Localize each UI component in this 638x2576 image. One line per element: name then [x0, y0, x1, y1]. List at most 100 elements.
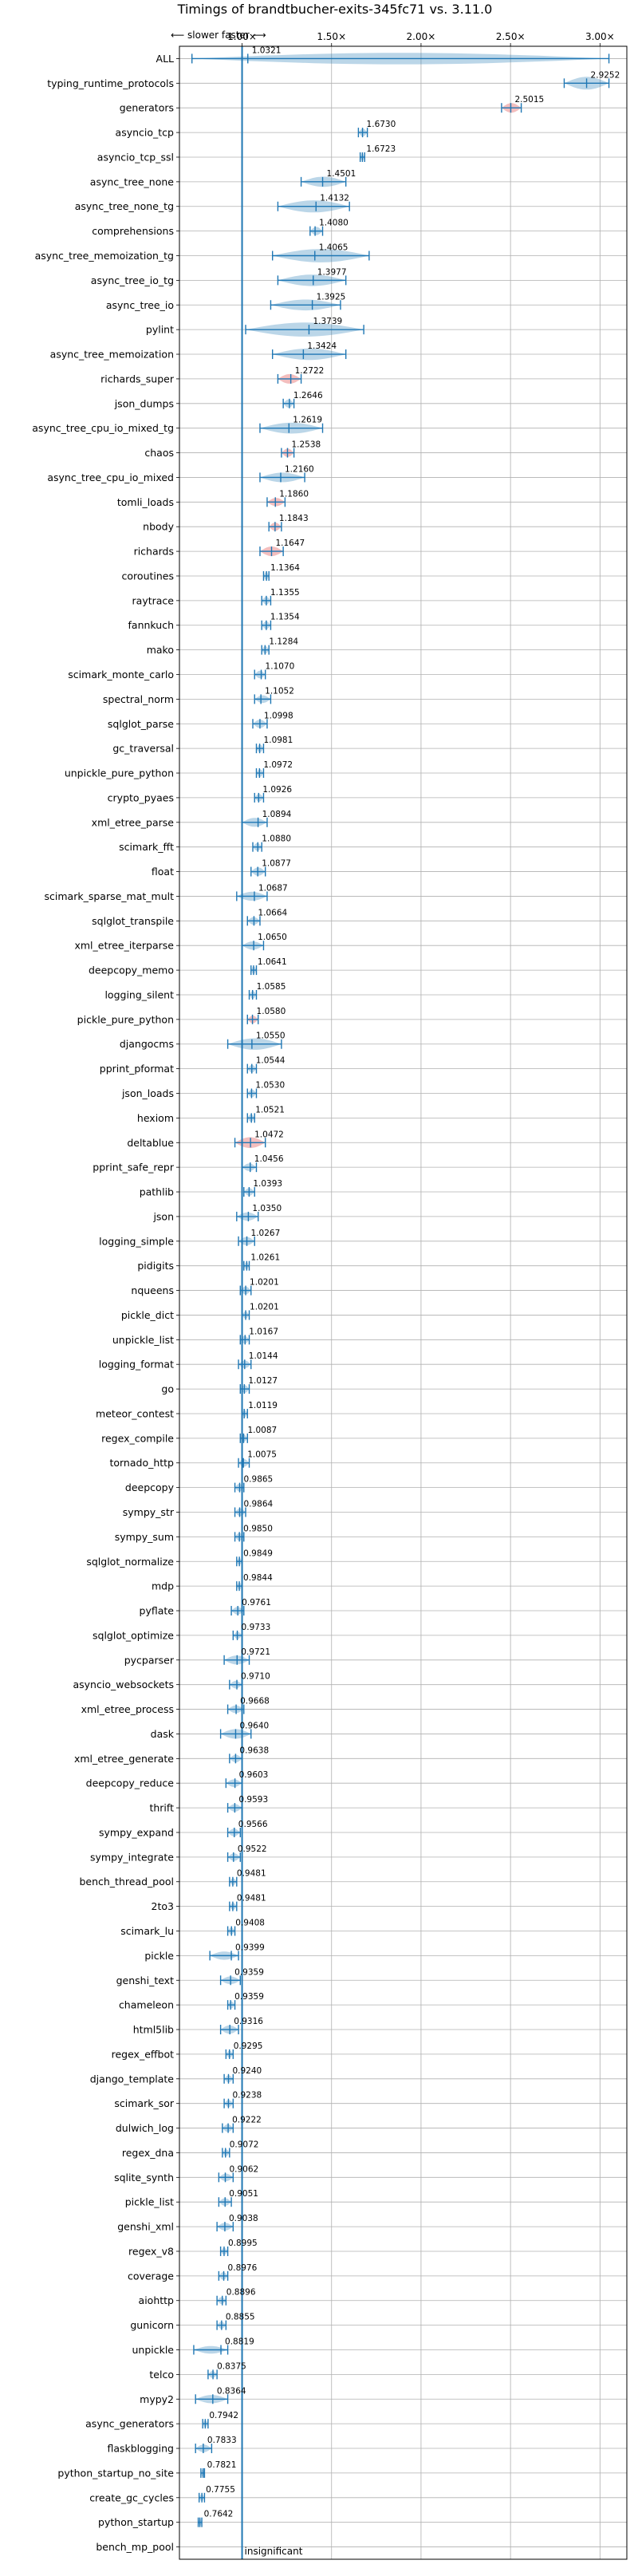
- benchmark-label: bench_thread_pool: [79, 1876, 174, 1888]
- benchmark-label: async_generators: [85, 2418, 174, 2430]
- benchmark-label: 2to3: [152, 1900, 174, 1912]
- benchmark-label: comprehensions: [92, 225, 174, 237]
- value-label: 0.7942: [209, 2411, 238, 2420]
- value-label: 1.0650: [258, 933, 287, 942]
- benchmark-label: pycparser: [124, 1654, 175, 1666]
- benchmark-label: float: [152, 866, 174, 878]
- value-label: 0.8976: [228, 2263, 258, 2273]
- value-label: 1.0167: [249, 1327, 278, 1336]
- value-label: 1.2722: [295, 366, 325, 376]
- value-label: 0.9072: [230, 2140, 259, 2149]
- benchmark-label: gc_traversal: [112, 743, 174, 755]
- value-label: 0.8375: [217, 2361, 246, 2371]
- benchmark-label: thrift: [149, 1802, 174, 1814]
- benchmark-label: xml_etree_generate: [74, 1753, 174, 1765]
- benchmark-label: nbody: [143, 521, 174, 533]
- value-label: 1.2160: [285, 464, 314, 474]
- value-label: 1.3424: [307, 341, 337, 351]
- benchmark-label: logging_format: [99, 1359, 174, 1371]
- benchmark-label: sympy_expand: [99, 1826, 174, 1838]
- benchmark-label: pylint: [146, 324, 174, 336]
- benchmark-label: logging_simple: [99, 1235, 174, 1247]
- value-label: 0.8995: [228, 2239, 258, 2248]
- benchmark-label: pickle_dict: [121, 1309, 174, 1321]
- benchmark-label: async_tree_io: [106, 299, 174, 311]
- benchmark-label: regex_v8: [128, 2245, 174, 2257]
- benchmark-label: scimark_fft: [119, 841, 174, 853]
- x-tick-label: 1.50×: [317, 31, 346, 42]
- benchmark-label: dask: [151, 1728, 175, 1740]
- value-label: 1.0530: [255, 1081, 285, 1091]
- value-label: 1.0261: [250, 1253, 280, 1263]
- benchmark-label: richards: [134, 546, 174, 558]
- benchmark-label: chaos: [144, 447, 174, 459]
- value-label: 0.9710: [241, 1672, 270, 1682]
- x-tick-label: 2.50×: [496, 31, 526, 42]
- value-label: 0.9359: [234, 1967, 264, 1977]
- value-label: 0.9668: [240, 1697, 270, 1706]
- value-label: 1.0585: [257, 982, 286, 992]
- value-label: 0.9640: [239, 1721, 269, 1730]
- benchmark-label: dulwich_log: [116, 2122, 174, 2134]
- benchmark-label: mdp: [152, 1580, 174, 1592]
- benchmark-label: generators: [120, 102, 174, 114]
- plot-frame: [179, 45, 628, 2560]
- value-label: 1.0926: [262, 785, 292, 795]
- value-label: 1.1647: [275, 538, 305, 548]
- value-label: 1.2619: [293, 416, 322, 425]
- benchmark-label: async_tree_io_tg: [91, 274, 174, 286]
- benchmark-label: async_tree_cpu_io_mixed_tg: [32, 422, 174, 434]
- benchmark-label: mako: [147, 644, 174, 656]
- benchmark-label: mypy2: [140, 2393, 174, 2405]
- value-label: 0.9399: [235, 1943, 265, 1952]
- benchmark-label: gunicorn: [130, 2319, 174, 2331]
- benchmark-label: pidigits: [137, 1260, 174, 1272]
- benchmark-label: nqueens: [131, 1284, 174, 1296]
- value-label: 1.0877: [262, 859, 291, 869]
- benchmark-label: genshi_xml: [117, 2221, 174, 2233]
- benchmark-label: scimark_lu: [120, 1925, 174, 1937]
- benchmark-label: pathlib: [140, 1186, 174, 1198]
- value-label: 1.0664: [258, 908, 287, 917]
- benchmark-label: sympy_str: [123, 1506, 175, 1518]
- value-label: 0.9865: [244, 1475, 274, 1485]
- benchmark-label: xml_etree_parse: [92, 816, 175, 828]
- benchmark-label: coverage: [128, 2270, 174, 2282]
- value-label: 1.1843: [279, 514, 309, 523]
- value-label: 0.8896: [226, 2288, 256, 2298]
- benchmark-label: tomli_loads: [117, 496, 174, 508]
- benchmark-label: json_dumps: [114, 397, 174, 409]
- value-label: 0.9761: [242, 1598, 271, 1608]
- value-label: 1.0641: [258, 957, 287, 967]
- value-label: 0.9593: [238, 1795, 268, 1805]
- value-label: 0.9603: [239, 1770, 269, 1780]
- value-label: 0.9240: [232, 2066, 262, 2076]
- benchmark-label: aiohttp: [139, 2294, 175, 2306]
- benchmark-label: async_tree_memoization: [50, 349, 174, 361]
- value-label: 0.9238: [232, 2091, 262, 2101]
- value-label: 1.0087: [247, 1426, 277, 1435]
- benchmark-label: async_tree_memoization_tg: [35, 250, 174, 262]
- benchmark-label: json: [152, 1210, 174, 1222]
- benchmark-label: async_tree_none_tg: [75, 200, 174, 212]
- benchmark-label: crypto_pyaes: [108, 791, 174, 803]
- direction-note: ⟵ slower faster ⟶: [171, 30, 266, 41]
- value-label: 1.0472: [254, 1130, 284, 1139]
- value-label: 0.8855: [226, 2313, 255, 2322]
- value-label: 1.1860: [279, 489, 309, 499]
- benchmark-label: meteor_contest: [96, 1407, 174, 1419]
- benchmark-label: sqlite_synth: [114, 2172, 174, 2183]
- x-tick-label: 2.00×: [407, 31, 436, 42]
- benchmark-label: unpickle_list: [112, 1334, 174, 1346]
- benchmark-label: python_startup_no_site: [57, 2467, 174, 2479]
- value-label: 1.0894: [262, 810, 292, 819]
- value-label: 1.0350: [252, 1204, 282, 1213]
- benchmark-label: create_gc_cycles: [89, 2491, 174, 2503]
- value-label: 0.9481: [237, 1869, 266, 1879]
- value-label: 0.9850: [243, 1524, 273, 1533]
- benchmark-label: asyncio_websockets: [73, 1679, 174, 1690]
- value-label: 1.0972: [263, 760, 293, 770]
- value-label: 1.0981: [264, 736, 293, 745]
- value-label: 1.3739: [313, 317, 342, 326]
